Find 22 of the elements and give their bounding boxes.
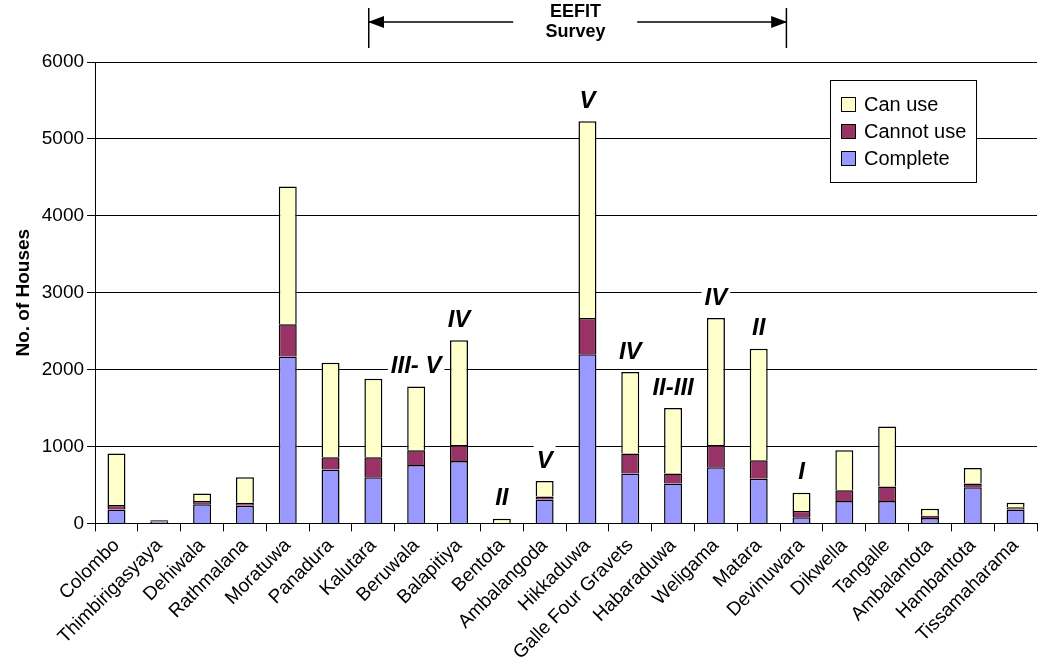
legend-label: Can use: [864, 93, 939, 116]
y-tick-label: 3000: [41, 280, 85, 302]
y-tick-label: 6000: [41, 50, 85, 72]
y-tick-label: 0: [73, 511, 85, 533]
annotation: II-III: [652, 372, 696, 400]
annotation: II: [495, 483, 510, 511]
y-tick-label: 1000: [41, 434, 85, 456]
legend-label: Complete: [864, 147, 950, 170]
y-axis-title: No. of Houses: [11, 228, 33, 357]
text: EEFIT Survey: [545, 0, 606, 41]
annotation: I: [798, 457, 807, 485]
legend-label: Cannot use: [864, 120, 967, 143]
y-tick-label: 5000: [41, 127, 85, 149]
annotation: IV: [704, 282, 730, 310]
annotation: V: [536, 445, 555, 473]
annotation: V: [579, 85, 598, 113]
annotation: II: [752, 313, 767, 341]
annotation: IV: [447, 305, 473, 332]
annotation: IV: [618, 336, 644, 364]
annotation: III- V: [390, 351, 444, 379]
y-tick-label: 4000: [41, 204, 85, 226]
y-tick-label: 2000: [41, 357, 85, 379]
